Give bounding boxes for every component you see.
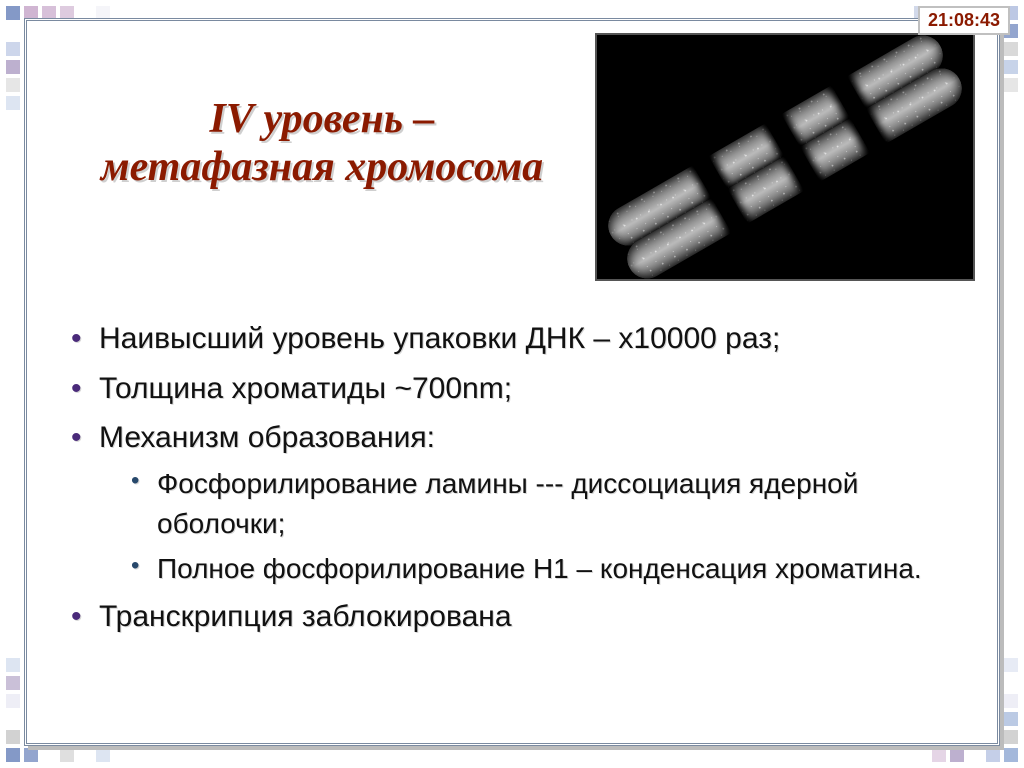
bullet-text: Механизм образования:	[99, 421, 435, 454]
bullet-item: Транскрипция заблокирована	[65, 595, 969, 639]
slide-frame: IV уровень – метафазная хромосома Наивыс…	[24, 18, 1000, 746]
bullet-text: Толщина хроматиды ~700nm;	[99, 372, 512, 405]
bullet-item: Механизм образования: Фосфорилирование л…	[65, 416, 969, 589]
bullet-text: Полное фосфорилирование Н1 – конденсация…	[157, 553, 922, 584]
sub-bullet-item: Фосфорилирование ламины --- диссоциация …	[99, 464, 969, 545]
title-line-1: IV уровень –	[209, 96, 434, 142]
title-line-2: метафазная хромосома	[101, 144, 543, 190]
bullet-list: Наивысший уровень упаковки ДНК – х10000 …	[65, 317, 969, 639]
sub-bullet-item: Полное фосфорилирование Н1 – конденсация…	[99, 549, 969, 590]
bullet-text: Фосфорилирование ламины --- диссоциация …	[157, 468, 858, 540]
bullet-item: Наивысший уровень упаковки ДНК – х10000 …	[65, 317, 969, 361]
bullet-item: Толщина хроматиды ~700nm;	[65, 367, 969, 411]
bullet-text: Наивысший уровень упаковки ДНК – х10000 …	[99, 322, 780, 355]
chromosome-image	[595, 33, 975, 281]
bullet-text: Транскрипция заблокирована	[99, 600, 512, 633]
timestamp: 21:08:43	[918, 6, 1010, 35]
sub-bullet-list: Фосфорилирование ламины --- диссоциация …	[99, 464, 969, 590]
slide-title: IV уровень – метафазная хромосома	[65, 39, 579, 192]
